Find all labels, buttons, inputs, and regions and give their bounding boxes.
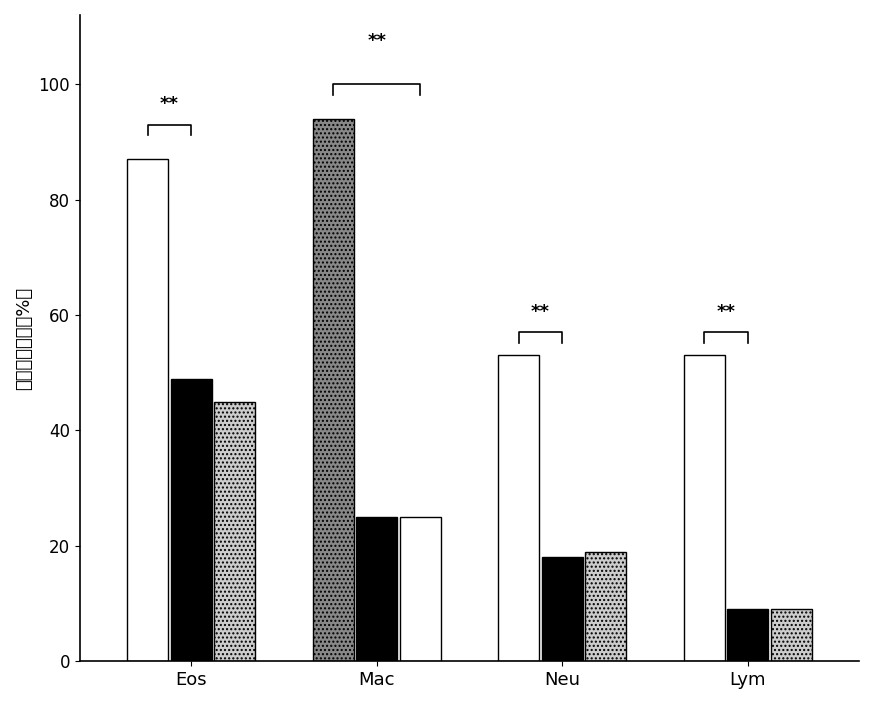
Text: **: **	[160, 95, 179, 113]
Text: **: **	[367, 32, 386, 49]
Bar	[128, 159, 168, 661]
Bar	[727, 610, 768, 661]
Bar	[313, 119, 353, 661]
Bar	[400, 517, 440, 661]
Bar	[586, 552, 626, 661]
Bar	[357, 517, 397, 661]
Bar	[542, 558, 583, 661]
Bar	[683, 356, 725, 661]
Text: **: **	[531, 303, 550, 321]
Text: **: **	[717, 303, 735, 321]
Bar	[498, 356, 539, 661]
Y-axis label: 细胞分类计数（%）: 细胞分类计数（%）	[15, 287, 33, 390]
Bar	[771, 610, 812, 661]
Bar	[170, 379, 212, 661]
Bar	[214, 401, 255, 661]
